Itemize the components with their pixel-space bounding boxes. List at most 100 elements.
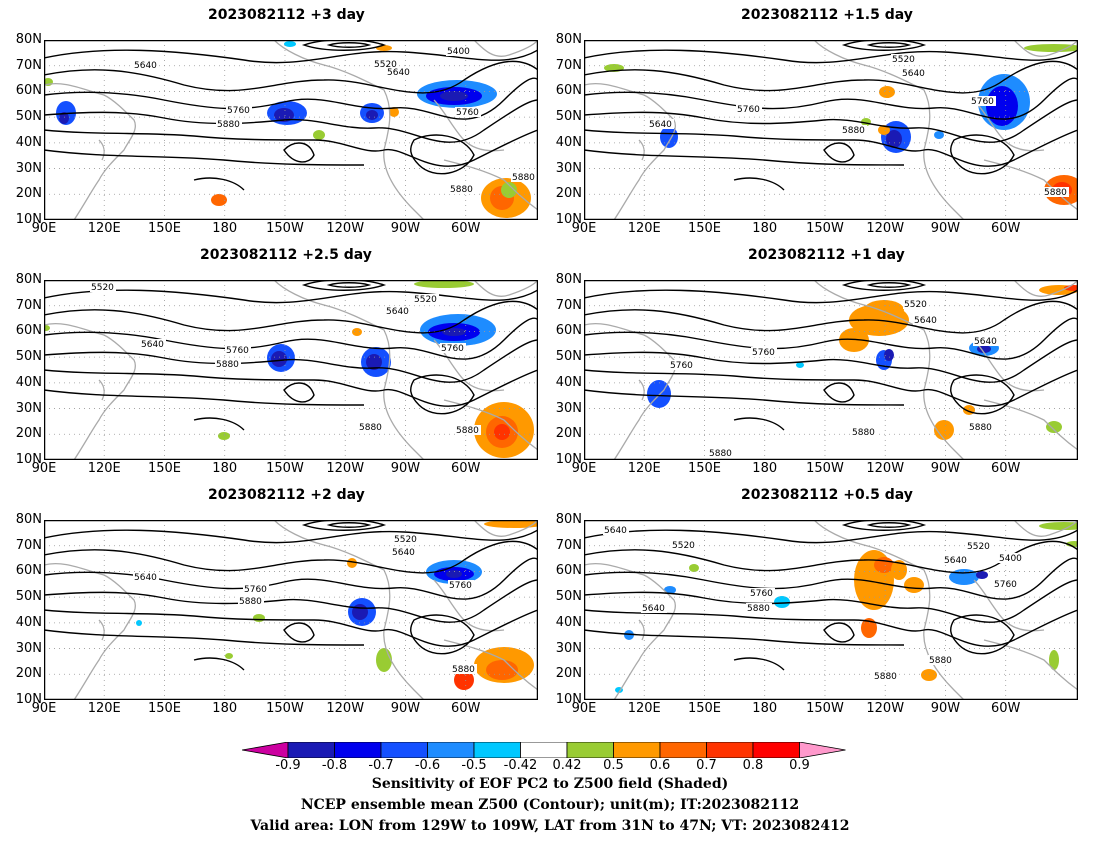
contour-line: [584, 60, 1078, 94]
contour-label-bg: [746, 603, 772, 613]
colorbar-tick-label: 0.8: [742, 758, 764, 773]
lat-label: 20N: [15, 666, 42, 682]
shading-patch: [376, 45, 392, 51]
shading-patch: [253, 614, 265, 622]
lat-label: 80N: [15, 272, 42, 287]
colorbar-tick-label: -0.5: [461, 758, 487, 773]
contour-label-bg: [90, 282, 116, 292]
colorbar-segment: [520, 742, 568, 758]
lon-label: 150E: [147, 701, 181, 716]
lon-label: 150W: [806, 701, 844, 716]
map-plot: 5520 5640 5640 5760 5880 5760 5880: [44, 520, 538, 700]
lon-label: 150W: [266, 461, 304, 476]
contour-label-bg: [391, 547, 417, 557]
lat-label: 30N: [15, 400, 42, 416]
lat-label: 30N: [15, 160, 42, 176]
shading-patch: [1039, 522, 1078, 530]
lat-label: 60N: [15, 563, 42, 579]
shading-patch: [347, 558, 357, 568]
contour-line: [866, 42, 912, 48]
colorbar-segment: [659, 742, 707, 758]
contour-line: [584, 629, 905, 646]
contour-label: 5760: [971, 97, 994, 107]
shading-patch: [921, 669, 937, 681]
lat-label: 80N: [15, 32, 42, 47]
lat-label: 60N: [15, 323, 42, 339]
map-frame: [584, 40, 1078, 220]
contour-line: [584, 609, 1078, 647]
contour-label-bg: [751, 347, 777, 357]
contour-label: 5760: [227, 106, 250, 116]
lon-label: 150E: [687, 221, 721, 236]
coastline: [473, 40, 538, 57]
shading-patch: [878, 125, 890, 135]
contour-label: 5520: [394, 535, 417, 545]
colorbar-segment: [427, 742, 475, 758]
lat-label: 50N: [15, 349, 42, 365]
contour-label-bg: [736, 104, 762, 114]
contour-line: [584, 339, 1078, 383]
coastline: [1013, 40, 1078, 57]
contour-label-bg: [901, 68, 927, 78]
colorbar-arrow-right: [799, 742, 846, 758]
contour-label: 5520: [892, 55, 915, 65]
contour-label-bg: [1043, 187, 1069, 197]
panel-title: 2023082112 +3 day: [208, 7, 365, 23]
contour-label: 5520: [672, 541, 695, 551]
lat-label: 20N: [555, 186, 582, 202]
lat-label: 10N: [555, 452, 582, 467]
colorbar-tick-label: -0.7: [368, 758, 394, 773]
contour-line: [283, 382, 315, 403]
colorbar-segment: [613, 742, 661, 758]
contour-label: 5760: [670, 361, 693, 371]
contour-label-bg: [841, 125, 867, 135]
lon-label: 150W: [806, 221, 844, 236]
map-frame: [44, 40, 538, 220]
contour-line: [283, 622, 315, 643]
colorbar-tick-label: -0.42: [503, 758, 538, 773]
contour-label: 5880: [1044, 188, 1067, 198]
contour-label: 5880: [969, 423, 992, 433]
lon-label: 90E: [31, 461, 57, 476]
shading-patch: [486, 660, 518, 680]
contour-label-bg: [449, 184, 475, 194]
contour-label-bg: [913, 315, 939, 325]
lon-label: 120W: [866, 701, 905, 716]
lat-label: 70N: [555, 297, 582, 313]
panel-title: 2023082112 +0.5 day: [741, 487, 913, 503]
contour-label: 5400: [999, 554, 1022, 564]
colorbar-tick-label: -0.9: [275, 758, 301, 773]
shading-patch: [271, 351, 287, 367]
contour-line: [584, 77, 1078, 120]
map-plot: 5520 5520 5640 5640 5760 5880 5760 5880 5880: [44, 280, 538, 460]
lon-label: 150E: [147, 221, 181, 236]
shading-patch: [366, 354, 382, 370]
contour-label: 5760: [752, 348, 775, 358]
contour-line: [326, 282, 372, 288]
contour-line: [44, 317, 538, 360]
contour-line: [584, 369, 1078, 407]
contour-line: [44, 60, 538, 94]
lat-label: 30N: [15, 640, 42, 656]
coastline: [638, 139, 645, 161]
contour-label-bg: [966, 541, 992, 551]
shading-patch: [211, 194, 227, 206]
lon-label: 150E: [147, 461, 181, 476]
lat-label: 10N: [15, 692, 42, 707]
lat-label: 50N: [555, 589, 582, 605]
contour-labels: 5520 5520 5640 5640 5760 5880 5760 5880 5880: [90, 282, 481, 436]
lon-label: 120E: [627, 221, 661, 236]
lon-label: 90E: [571, 701, 597, 716]
shading-patch: [976, 571, 988, 579]
contour-label-bg: [133, 60, 159, 70]
shading-patch: [446, 570, 462, 578]
lon-label: 90W: [390, 461, 421, 476]
lat-label: 70N: [15, 57, 42, 73]
contour-label: 5640: [642, 604, 665, 614]
contour-label-bg: [671, 540, 697, 550]
colorbar-segment: [706, 742, 754, 758]
lat-label: 10N: [15, 452, 42, 467]
lat-label: 60N: [555, 83, 582, 99]
contour-label-bg: [413, 294, 439, 304]
contour-label: 5880: [709, 449, 732, 459]
